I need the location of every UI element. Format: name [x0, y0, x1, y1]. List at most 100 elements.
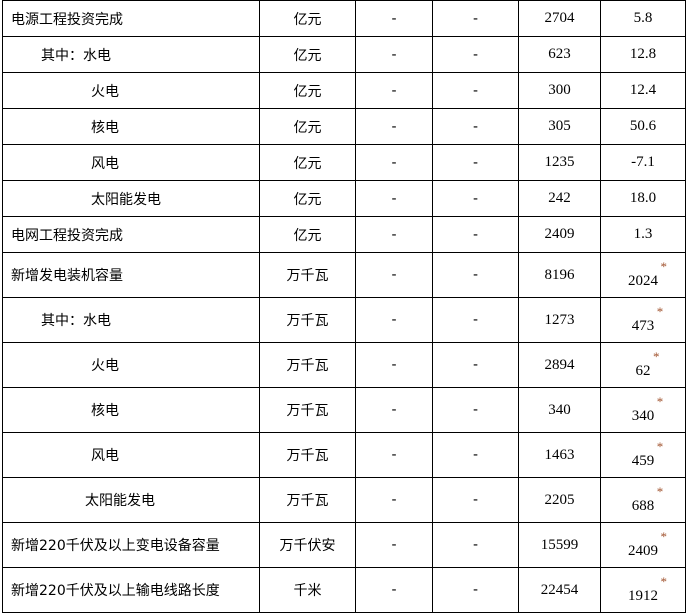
row-label: 核电 [2, 387, 260, 433]
growth-value: 2024 * [628, 259, 667, 290]
growth-cell: 1.3 [600, 216, 686, 253]
dash-cell: - [355, 567, 433, 613]
value-cell: 1463 [518, 432, 601, 478]
dash-cell: - [432, 522, 519, 568]
dash-cell: - [355, 477, 433, 523]
row-label: 新增220千伏及以上变电设备容量 [2, 522, 260, 568]
asterisk-note: * [656, 303, 664, 319]
value-cell: 1235 [518, 144, 601, 181]
growth-value: 688 * [632, 484, 664, 515]
dash-cell: - [432, 36, 519, 73]
growth-cell: 459 * [600, 432, 686, 478]
dash-cell: - [432, 108, 519, 145]
table-row: 其中：水电 亿元 - -623 12.8 [2, 36, 686, 73]
row-label: 风电 [2, 144, 260, 181]
row-label: 太阳能发电 [2, 477, 260, 523]
dash-cell: - [355, 342, 433, 388]
unit-cell: 万千瓦 [259, 252, 356, 298]
dash-cell: - [355, 108, 433, 145]
growth-value: 459 * [631, 439, 664, 470]
growth-text: 473 [631, 317, 655, 334]
value-cell: 242 [518, 180, 601, 217]
growth-cell: 2024 * [600, 252, 686, 298]
asterisk-note: * [656, 438, 664, 454]
growth-cell: 340 * [600, 387, 686, 433]
table-row: 新增220千伏及以上输电线路长度 千米 - -22454 1912 * [2, 567, 686, 613]
growth-text: 459 [631, 452, 655, 469]
dash-cell: - [355, 144, 433, 181]
dash-cell: - [355, 180, 433, 217]
growth-cell: 2409 * [600, 522, 686, 568]
dash-cell: - [432, 72, 519, 109]
value-cell: 340 [518, 387, 601, 433]
growth-cell: 1912 * [600, 567, 686, 613]
table-row: 风电 万千瓦 - -1463 459 * [2, 432, 686, 478]
growth-text: 2409 [628, 542, 658, 559]
dash-cell: - [355, 72, 433, 109]
growth-cell: 473 * [600, 297, 686, 343]
growth-cell: 688 * [600, 477, 686, 523]
row-label: 火电 [2, 72, 260, 109]
growth-value: 340 * [631, 394, 664, 425]
unit-cell: 亿元 [259, 180, 356, 217]
table-row: 电源工程投资完成 亿元 - -2704 5.8 [2, 0, 686, 37]
growth-text: 62 [635, 362, 651, 379]
row-label: 其中：水电 [2, 36, 260, 73]
growth-value: 62 * [635, 349, 660, 380]
unit-cell: 亿元 [259, 0, 356, 37]
value-cell: 2704 [518, 0, 601, 37]
dash-cell: - [355, 387, 433, 433]
table-row: 太阳能发电 亿元 - -242 18.0 [2, 180, 686, 217]
growth-cell: 50.6 [600, 108, 686, 145]
unit-cell: 万千伏安 [259, 522, 356, 568]
row-label: 新增220千伏及以上输电线路长度 [2, 567, 260, 613]
unit-cell: 亿元 [259, 144, 356, 181]
value-cell: 2894 [518, 342, 601, 388]
value-cell: 305 [518, 108, 601, 145]
growth-cell: 12.4 [600, 72, 686, 109]
dash-cell: - [432, 216, 519, 253]
growth-value: 2409 * [628, 529, 667, 560]
unit-cell: 亿元 [259, 108, 356, 145]
unit-cell: 亿元 [259, 72, 356, 109]
unit-cell: 亿元 [259, 36, 356, 73]
dash-cell: - [432, 0, 519, 37]
row-label: 太阳能发电 [2, 180, 260, 217]
table-row: 太阳能发电 万千瓦 - -2205 688 * [2, 477, 686, 523]
row-label: 电源工程投资完成 [2, 0, 260, 37]
growth-cell: 18.0 [600, 180, 686, 217]
table-row: 风电 亿元 - -1235 -7.1 [2, 144, 686, 181]
dash-cell: - [432, 342, 519, 388]
unit-cell: 万千瓦 [259, 342, 356, 388]
table-row: 其中：水电 万千瓦 - -1273 473 * [2, 297, 686, 343]
unit-cell: 万千瓦 [259, 477, 356, 523]
row-label: 核电 [2, 108, 260, 145]
table-row: 核电 万千瓦 - -340 340 * [2, 387, 686, 433]
row-label: 其中：水电 [2, 297, 260, 343]
dash-cell: - [355, 252, 433, 298]
dash-cell: - [355, 432, 433, 478]
table-row: 火电 亿元 - -300 12.4 [2, 72, 686, 109]
growth-cell: 12.8 [600, 36, 686, 73]
dash-cell: - [355, 36, 433, 73]
value-cell: 15599 [518, 522, 601, 568]
growth-text: 340 [631, 407, 655, 424]
dash-cell: - [432, 144, 519, 181]
dash-cell: - [432, 297, 519, 343]
value-cell: 2205 [518, 477, 601, 523]
row-label: 风电 [2, 432, 260, 478]
dash-cell: - [355, 522, 433, 568]
dash-cell: - [432, 252, 519, 298]
growth-cell: -7.1 [600, 144, 686, 181]
dash-cell: - [355, 0, 433, 37]
value-cell: 1273 [518, 297, 601, 343]
growth-text: 1912 [628, 587, 658, 604]
dash-cell: - [432, 567, 519, 613]
value-cell: 623 [518, 36, 601, 73]
growth-text: 2024 [628, 272, 658, 289]
asterisk-note: * [660, 528, 668, 544]
growth-value: 1912 * [628, 574, 667, 605]
row-label: 电网工程投资完成 [2, 216, 260, 253]
table-row: 火电 万千瓦 - -2894 62 * [2, 342, 686, 388]
